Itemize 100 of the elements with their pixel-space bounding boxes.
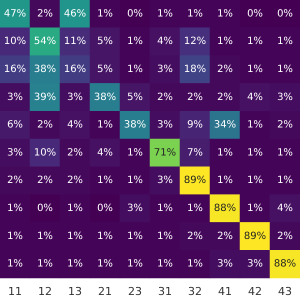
data-label: 1% [97, 120, 113, 131]
data-label: 88% [214, 203, 236, 214]
data-label: 6% [7, 120, 23, 131]
x-tick-label: 42 [248, 285, 262, 298]
data-label: 3% [217, 258, 233, 270]
data-label: 1% [97, 175, 113, 186]
data-label: 2% [187, 230, 203, 242]
data-label: 1% [127, 258, 143, 270]
data-label: 38% [94, 92, 116, 103]
data-label: 5% [127, 92, 143, 103]
data-label: 3% [157, 64, 173, 75]
data-label: 5% [97, 36, 113, 48]
data-label: 2% [217, 92, 233, 103]
data-label: 2% [277, 120, 293, 131]
data-label: 1% [157, 230, 173, 242]
data-label: 1% [67, 258, 83, 270]
x-tick-label: 13 [68, 285, 82, 298]
data-label: 4% [247, 92, 263, 103]
data-label: 1% [127, 175, 143, 186]
data-label: 0% [37, 203, 53, 214]
data-label: 1% [247, 175, 263, 186]
data-label: 3% [7, 147, 23, 158]
data-label: 0% [247, 8, 263, 20]
data-label: 54% [34, 36, 56, 48]
data-label: 1% [127, 230, 143, 242]
x-tick-label: 12 [38, 285, 52, 298]
data-label: 1% [37, 230, 53, 242]
data-label: 1% [247, 64, 263, 75]
data-label: 1% [97, 258, 113, 270]
data-label: 2% [217, 230, 233, 242]
data-label: 1% [277, 175, 293, 186]
data-label: 1% [247, 147, 263, 158]
data-label: 1% [247, 36, 263, 48]
data-label: 2% [37, 8, 53, 20]
data-label: 1% [157, 8, 173, 20]
data-label: 5% [97, 64, 113, 75]
data-label: 1% [277, 64, 293, 75]
data-label: 3% [7, 92, 23, 103]
data-label: 1% [217, 8, 233, 20]
data-label: 1% [217, 36, 233, 48]
x-tick-label: 41 [218, 285, 232, 298]
data-label: 1% [157, 203, 173, 214]
data-label: 2% [7, 175, 23, 186]
x-tick-label: 31 [158, 285, 172, 298]
data-label: 1% [67, 203, 83, 214]
data-label: 0% [277, 8, 293, 20]
data-label: 1% [67, 230, 83, 242]
data-label: 4% [97, 147, 113, 158]
data-label: 11% [64, 36, 86, 48]
data-label: 2% [217, 64, 233, 75]
data-label: 2% [37, 120, 53, 131]
data-label: 0% [97, 203, 113, 214]
data-label: 2% [67, 147, 83, 158]
data-label: 1% [157, 258, 173, 270]
data-label: 1% [127, 64, 143, 75]
data-label: 12% [184, 36, 206, 48]
data-label: 3% [247, 258, 263, 270]
data-label: 16% [4, 64, 26, 75]
data-label: 4% [277, 203, 293, 214]
x-tick-label: 21 [98, 285, 112, 298]
data-label: 1% [247, 203, 263, 214]
data-label: 3% [157, 120, 173, 131]
data-label: 16% [64, 64, 86, 75]
data-label: 46% [64, 8, 86, 20]
data-label: 3% [157, 175, 173, 186]
data-label: 9% [187, 120, 203, 131]
data-label: 2% [187, 92, 203, 103]
data-label: 38% [34, 64, 56, 75]
data-label: 1% [187, 203, 203, 214]
data-label: 10% [34, 147, 56, 158]
data-label: 2% [277, 230, 293, 242]
x-tick-label: 11 [8, 285, 22, 298]
data-label: 3% [67, 92, 83, 103]
data-label: 47% [4, 8, 26, 20]
x-tick-label: 32 [188, 285, 202, 298]
data-label: 1% [127, 36, 143, 48]
data-label: 38% [124, 120, 146, 131]
x-tick-label: 43 [278, 285, 292, 298]
data-label: 1% [217, 147, 233, 158]
data-label: 1% [97, 230, 113, 242]
data-label: 1% [37, 258, 53, 270]
data-label: 1% [127, 147, 143, 158]
data-label: 18% [184, 64, 206, 75]
data-label: 1% [187, 8, 203, 20]
data-label: 88% [274, 258, 296, 270]
data-label: 4% [157, 36, 173, 48]
data-label: 1% [217, 175, 233, 186]
data-label: 39% [34, 92, 56, 103]
data-label: 7% [187, 147, 203, 158]
data-label: 1% [247, 120, 263, 131]
data-label: 1% [97, 8, 113, 20]
data-label: 1% [7, 203, 23, 214]
data-label: 0% [127, 8, 143, 20]
data-label: 89% [244, 230, 266, 242]
data-label: 89% [184, 175, 206, 186]
data-label: 3% [127, 203, 143, 214]
data-label: 71% [154, 147, 176, 158]
data-label: 34% [214, 120, 236, 131]
data-label: 1% [277, 36, 293, 48]
data-label: 2% [157, 92, 173, 103]
